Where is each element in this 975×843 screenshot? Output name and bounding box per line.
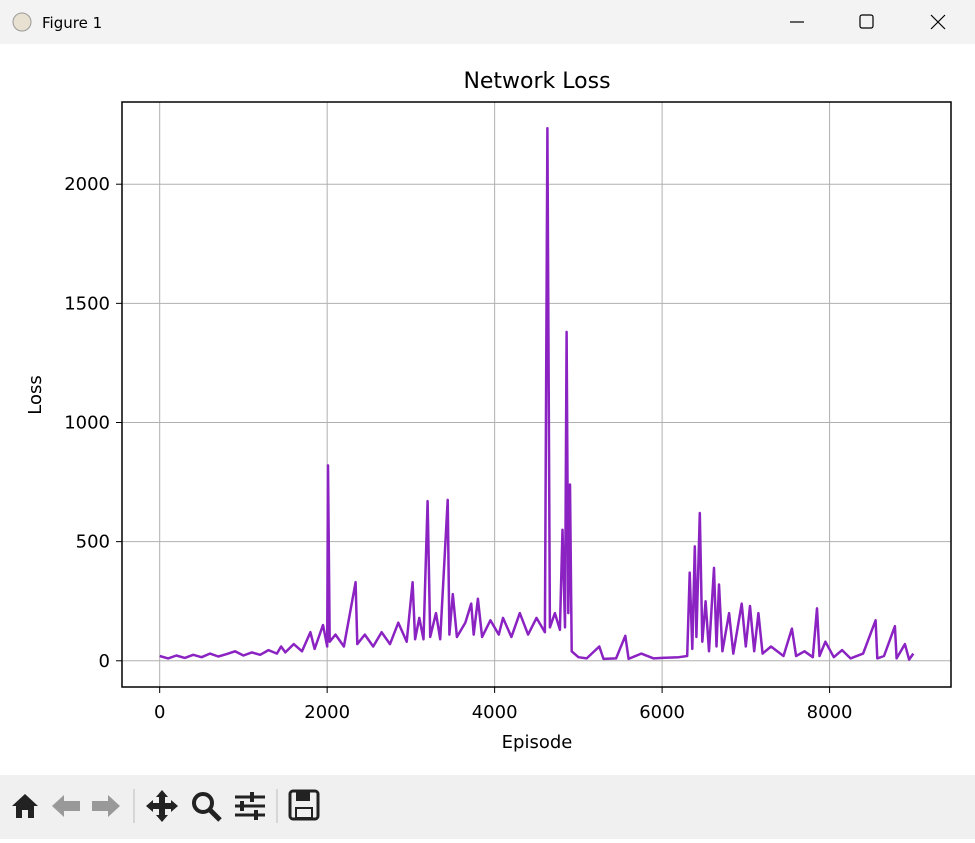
y-tick-label: 1000 — [64, 412, 110, 433]
y-tick-label: 500 — [76, 532, 110, 553]
x-tick-label: 2000 — [304, 702, 350, 723]
axes-frame — [121, 101, 952, 688]
back-button[interactable] — [52, 795, 80, 817]
x-axis-label: Episode — [502, 732, 573, 753]
zoom-button[interactable] — [192, 792, 222, 822]
toolbar — [0, 775, 975, 839]
plot-area: 0 2000 4000 6000 8000 0 500 1000 1500 2000 — [64, 101, 952, 723]
window-title: Figure 1 — [42, 14, 102, 32]
app-icon — [12, 12, 32, 32]
x-tick-label: 0 — [154, 702, 165, 723]
configure-button[interactable] — [235, 792, 265, 820]
y-axis-label: Loss — [25, 375, 46, 414]
home-button[interactable] — [12, 794, 38, 818]
y-tick-label: 0 — [99, 651, 110, 672]
save-button[interactable] — [288, 789, 320, 821]
y-tick-label: 2000 — [64, 174, 110, 195]
y-tick-label: 1500 — [64, 293, 110, 314]
x-tick-label: 4000 — [472, 702, 518, 723]
x-tick-label: 6000 — [639, 702, 685, 723]
x-tick-label: 8000 — [807, 702, 853, 723]
loss-line — [159, 126, 915, 661]
title-bar — [0, 0, 975, 44]
pan-button[interactable] — [146, 790, 178, 822]
close-button[interactable] — [930, 14, 946, 30]
maximize-button[interactable] — [859, 14, 874, 29]
chart-title: Network Loss — [463, 69, 610, 94]
forward-button[interactable] — [92, 795, 120, 817]
